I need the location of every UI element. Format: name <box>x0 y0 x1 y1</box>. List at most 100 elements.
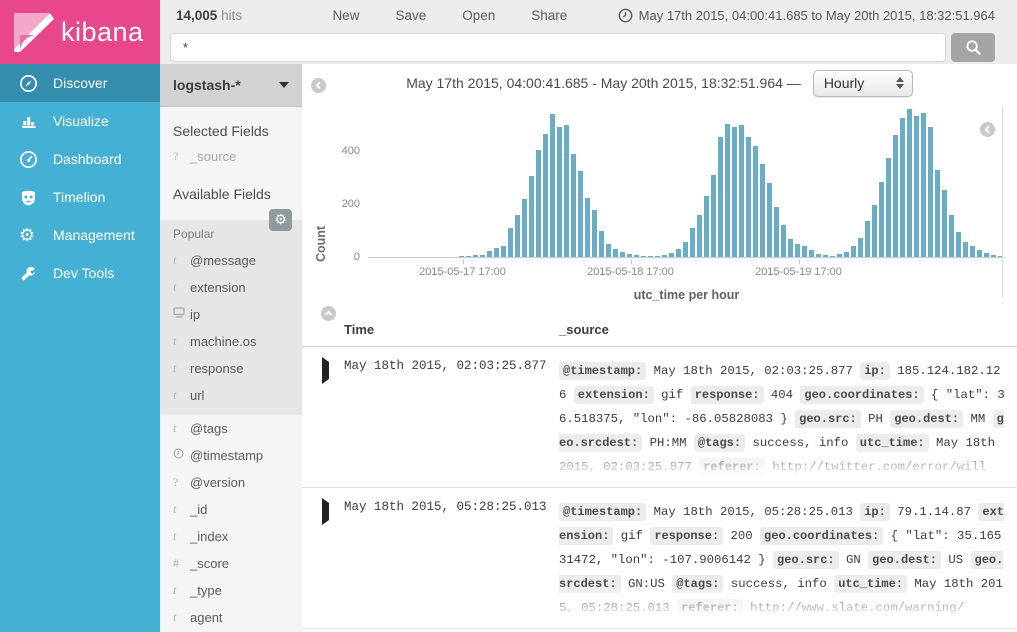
histogram-bar[interactable] <box>949 215 954 257</box>
search-input[interactable] <box>170 33 946 62</box>
histogram-bar[interactable] <box>487 251 492 257</box>
histogram-bar[interactable] <box>977 250 982 257</box>
histogram-bar[interactable] <box>809 250 814 257</box>
histogram-bar[interactable] <box>613 249 618 257</box>
histogram-bar[interactable] <box>823 255 828 257</box>
row-expander-icon[interactable] <box>322 357 344 475</box>
histogram-bar[interactable] <box>942 190 947 257</box>
kibana-logo[interactable]: kibana <box>0 0 160 64</box>
histogram-bar[interactable] <box>480 255 485 257</box>
histogram-bar[interactable] <box>529 176 534 257</box>
histogram-bar[interactable] <box>571 154 576 257</box>
histogram-bar[interactable] <box>627 254 632 257</box>
histogram-bar[interactable] <box>921 113 926 257</box>
histogram-bar[interactable] <box>466 256 471 257</box>
field-item-response[interactable]: t response <box>160 355 302 382</box>
histogram-bar[interactable] <box>760 164 765 257</box>
save-button[interactable]: Save <box>395 8 427 23</box>
new-button[interactable]: New <box>332 8 360 23</box>
field-item-source[interactable]: ? _source <box>160 143 302 170</box>
sidebar-item-discover[interactable]: Discover <box>0 64 160 102</box>
sidebar-item-dev-tools[interactable]: Dev Tools <box>0 254 160 292</box>
histogram-bar[interactable] <box>550 114 555 257</box>
histogram-bar[interactable] <box>746 137 751 257</box>
collapse-chart-icon[interactable] <box>980 122 995 137</box>
histogram-bar[interactable] <box>473 255 478 257</box>
histogram-bar[interactable] <box>515 215 520 257</box>
histogram-bar[interactable] <box>648 256 653 257</box>
histogram-bar[interactable] <box>998 256 1003 257</box>
sidebar-item-dashboard[interactable]: Dashboard <box>0 140 160 178</box>
histogram-bar[interactable] <box>536 150 541 257</box>
histogram-bar[interactable] <box>886 158 891 257</box>
histogram-bar[interactable] <box>683 242 688 257</box>
share-button[interactable]: Share <box>531 8 568 23</box>
histogram-bar[interactable] <box>844 252 849 257</box>
histogram-bar[interactable] <box>578 171 583 257</box>
field-item-message[interactable]: t @message <box>160 247 302 274</box>
histogram-bar[interactable] <box>697 215 702 257</box>
histogram-bar[interactable] <box>865 221 870 257</box>
histogram-bar[interactable] <box>662 255 667 257</box>
field-item-machineos[interactable]: t machine.os <box>160 328 302 355</box>
column-header-time[interactable]: Time <box>344 322 375 337</box>
field-item-version[interactable]: ? @version <box>160 469 302 496</box>
histogram-bar[interactable] <box>970 246 975 257</box>
field-item-ip[interactable]: ip <box>160 301 302 328</box>
collapse-up-icon[interactable] <box>321 306 336 321</box>
histogram-bar[interactable] <box>991 255 996 257</box>
histogram-bar[interactable] <box>774 207 779 257</box>
column-header-source[interactable]: _source <box>559 322 609 337</box>
histogram-bar[interactable] <box>928 127 933 257</box>
histogram-bar[interactable] <box>739 125 744 257</box>
histogram-bar[interactable] <box>788 239 793 257</box>
histogram-bar[interactable] <box>522 199 527 257</box>
histogram-bar[interactable] <box>459 256 464 257</box>
histogram-bar[interactable] <box>914 116 919 257</box>
histogram-bar[interactable] <box>781 225 786 257</box>
histogram-bar[interactable] <box>767 183 772 257</box>
histogram-bar[interactable] <box>564 125 569 257</box>
sidebar-item-timelion[interactable]: Timelion <box>0 178 160 216</box>
histogram-bar[interactable] <box>641 256 646 257</box>
histogram-bar[interactable] <box>830 256 835 257</box>
histogram-bar[interactable] <box>879 182 884 257</box>
histogram-bar[interactable] <box>872 205 877 257</box>
collapse-left-icon[interactable] <box>311 78 326 93</box>
histogram-bar[interactable] <box>802 246 807 257</box>
histogram-bar[interactable] <box>732 127 737 257</box>
histogram-bar[interactable] <box>599 231 604 257</box>
histogram-bar[interactable] <box>816 254 821 257</box>
open-button[interactable]: Open <box>462 8 496 23</box>
histogram-bar[interactable] <box>893 135 898 257</box>
field-item-id[interactable]: t _id <box>160 496 302 523</box>
histogram-bar[interactable] <box>795 244 800 257</box>
sidebar-item-management[interactable]: ⚙ Management <box>0 216 160 254</box>
histogram-bar[interactable] <box>963 242 968 257</box>
histogram-bar[interactable] <box>676 249 681 257</box>
histogram-bar[interactable] <box>907 109 912 257</box>
histogram-bar[interactable] <box>620 252 625 257</box>
field-item-url[interactable]: t url <box>160 382 302 409</box>
histogram-bar[interactable] <box>837 254 842 257</box>
field-item-extension[interactable]: t extension <box>160 274 302 301</box>
time-picker[interactable]: May 17th 2015, 04:00:41.685 to May 20th … <box>618 8 995 23</box>
histogram-bar[interactable] <box>634 255 639 257</box>
histogram-bar[interactable] <box>718 137 723 257</box>
histogram-bar[interactable] <box>704 196 709 257</box>
histogram-bar[interactable] <box>494 248 499 257</box>
histogram-bar[interactable] <box>900 118 905 257</box>
histogram-bar[interactable] <box>984 253 989 257</box>
histogram-bar[interactable] <box>592 210 597 257</box>
histogram-bar[interactable] <box>508 228 513 257</box>
sidebar-item-visualize[interactable]: Visualize <box>0 102 160 140</box>
histogram-bar[interactable] <box>690 228 695 257</box>
histogram-bar[interactable] <box>935 170 940 257</box>
histogram-bar[interactable] <box>655 256 660 257</box>
field-item-index[interactable]: t _index <box>160 523 302 550</box>
field-item-agent[interactable]: t agent <box>160 604 302 631</box>
histogram-bar[interactable] <box>956 232 961 257</box>
histogram-bar[interactable] <box>543 134 548 257</box>
histogram-bar[interactable] <box>557 127 562 257</box>
histogram-bar[interactable] <box>606 244 611 257</box>
